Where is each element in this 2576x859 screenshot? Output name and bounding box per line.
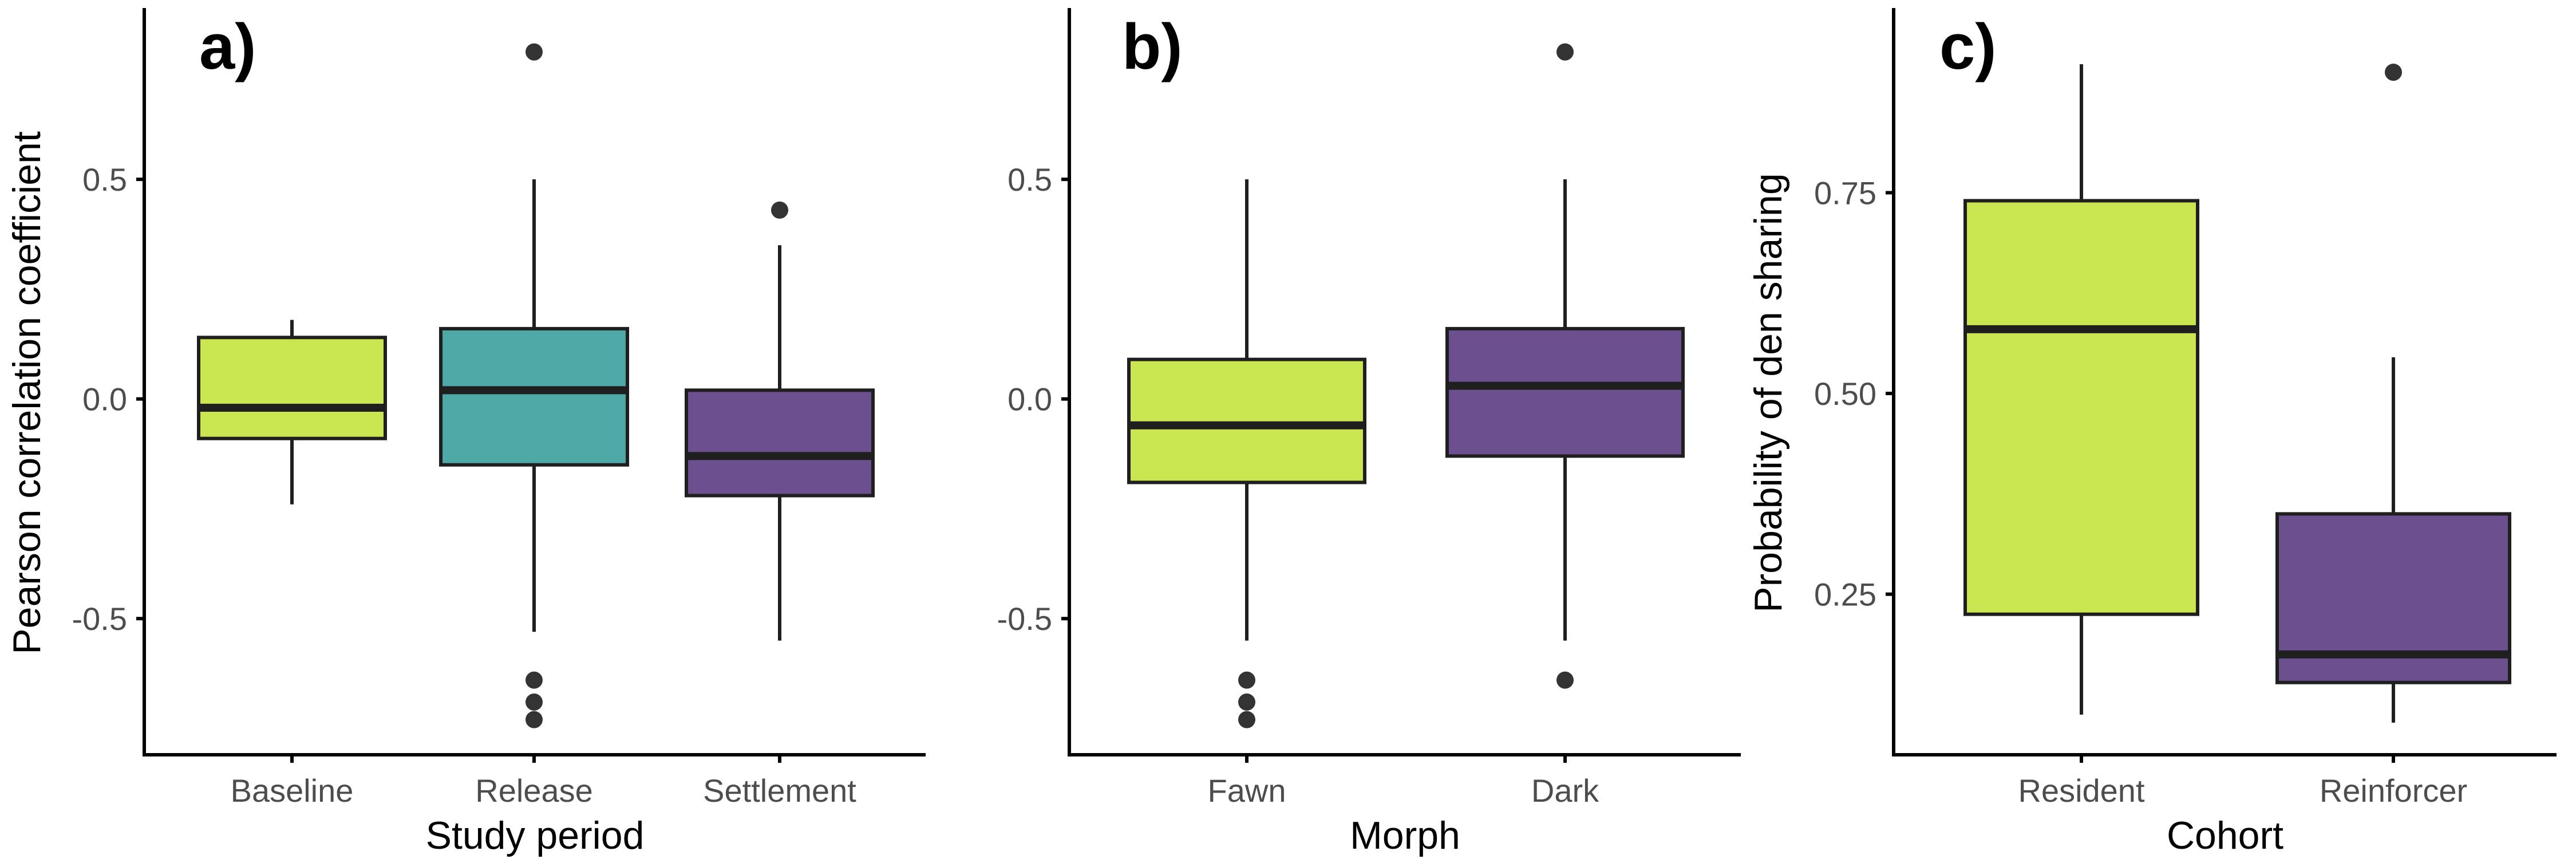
outlier-point [1238, 693, 1255, 711]
x-axis-title: Cohort [2167, 814, 2283, 857]
y-axis-title: Probability of den sharing [1747, 173, 1790, 612]
outlier-point [526, 693, 543, 711]
box-baseline [197, 336, 387, 440]
x-tick-label: Reinforcer [2320, 773, 2467, 809]
outlier-point [1556, 43, 1574, 61]
box-fawn [1127, 357, 1366, 484]
x-tick-label: Dark [1531, 773, 1599, 809]
outlier-point [1238, 671, 1255, 689]
y-tick-label: 0.75 [1814, 175, 1876, 211]
box-resident [1963, 199, 2199, 616]
outlier-point [1556, 671, 1574, 689]
y-tick-label: -0.5 [997, 601, 1053, 637]
y-tick-label: 0.5 [1008, 161, 1052, 198]
x-tick-label: Fawn [1208, 773, 1286, 809]
outlier-point [526, 671, 543, 689]
panel-tag: c) [1939, 11, 1997, 82]
y-tick-label: 0.5 [82, 161, 127, 198]
outlier-point [2385, 64, 2402, 81]
y-tick-label: 0.50 [1814, 376, 1876, 412]
chart-panel-3: 0.25 0.50 0.75 Resident Reinforcer c) Cohort Pr… [1747, 8, 2557, 857]
chart-panel-2: -0.5 0.0 0.5 Fawn Dark b) Morph [997, 8, 1741, 857]
y-tick-label: 0.25 [1814, 577, 1876, 613]
panel-tag: a) [199, 11, 256, 82]
outlier-point [771, 201, 788, 219]
y-tick-label: 0.0 [1008, 381, 1052, 417]
x-tick-label: Settlement [703, 773, 856, 809]
x-tick-label: Resident [2018, 773, 2144, 809]
outlier-point [526, 43, 543, 61]
x-tick-label: Release [475, 773, 592, 809]
y-tick-label: -0.5 [72, 601, 128, 637]
box-settlement [685, 388, 875, 498]
outlier-point [526, 711, 543, 728]
y-tick-label: 0.0 [82, 381, 127, 417]
box-release [439, 326, 629, 467]
x-axis-title: Study period [426, 814, 645, 857]
x-axis-title: Morph [1350, 814, 1460, 857]
outlier-point [1238, 711, 1255, 728]
box-dark [1445, 326, 1685, 458]
panel-tag: b) [1122, 11, 1183, 82]
y-axis-title: Pearson correlation coefficient [5, 131, 49, 655]
chart-panel-1: -0.5 0.0 0.5 Baseline Release Settlement a) Stu… [5, 8, 926, 857]
x-tick-label: Baseline [231, 773, 354, 809]
